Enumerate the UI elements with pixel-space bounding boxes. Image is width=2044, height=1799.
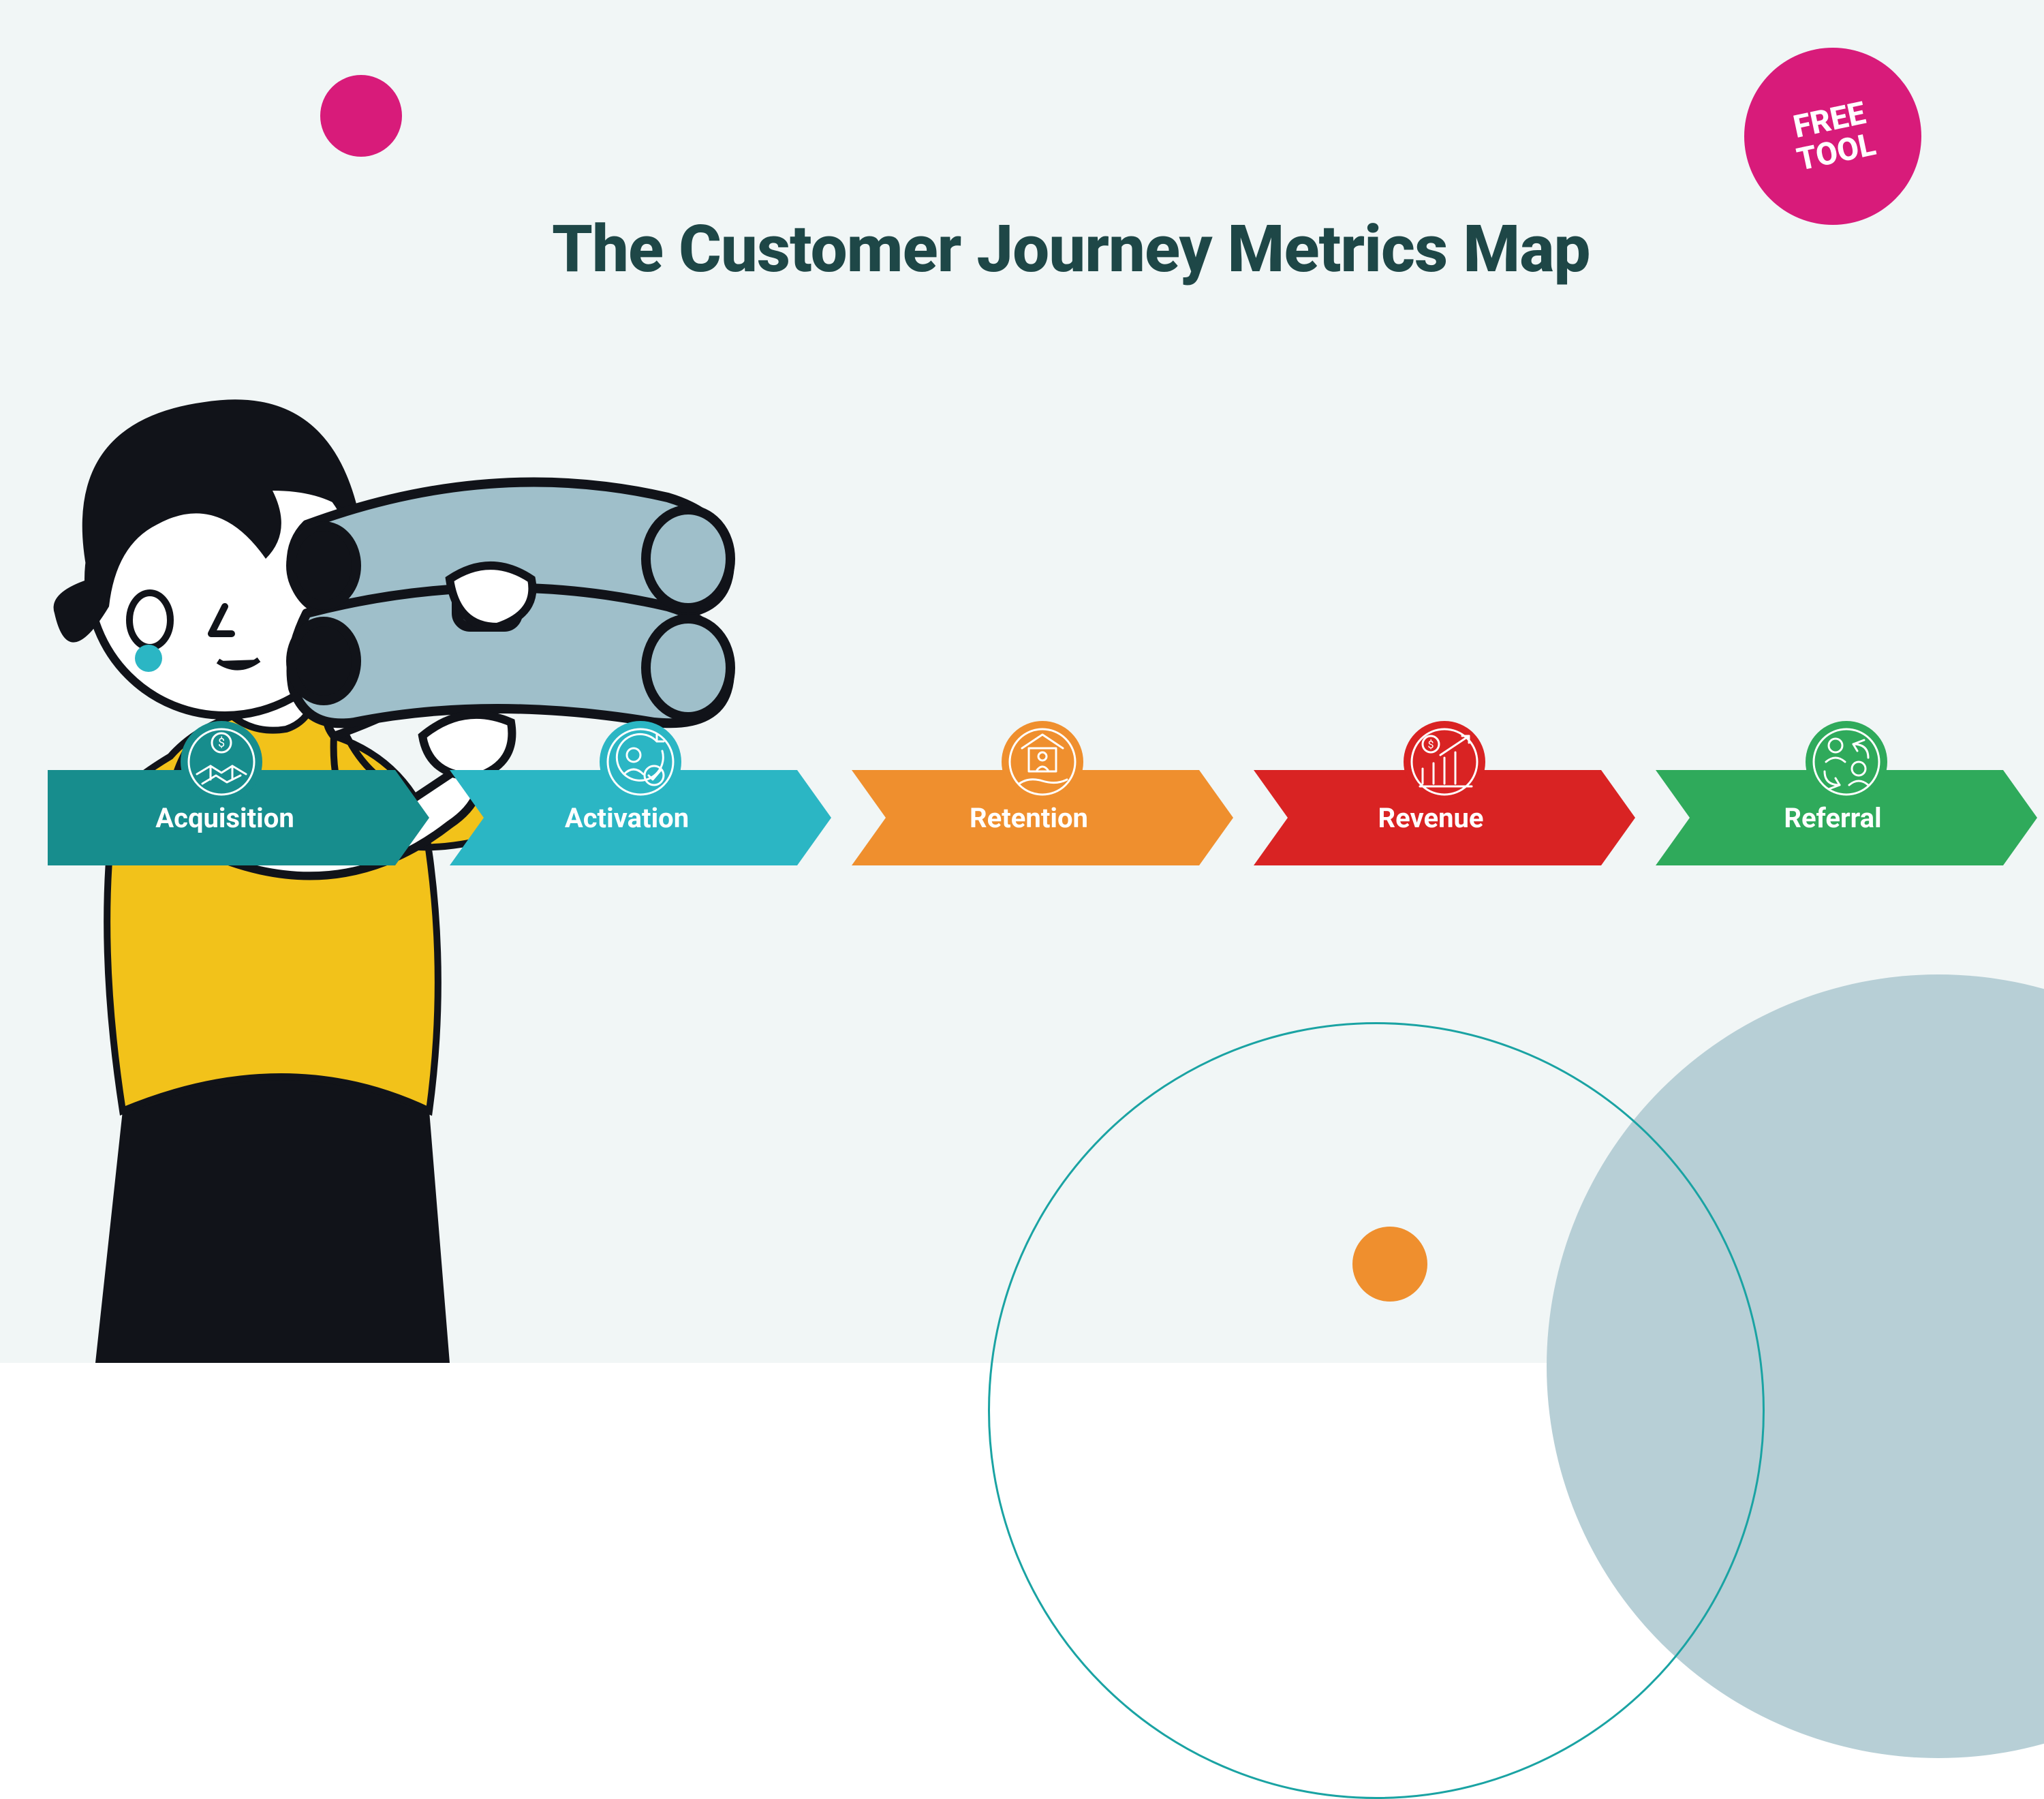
page-title: The Customer Journey Metrics Map [552, 211, 1590, 288]
decor-magenta-dot [320, 75, 402, 157]
acquisition-icon: $ [181, 721, 262, 803]
free-tool-badge: FREE TOOL [1744, 48, 1921, 225]
svg-text:$: $ [218, 736, 225, 750]
referral-icon [1806, 721, 1887, 803]
retention-icon [1002, 721, 1083, 803]
stage-retention: Retention [852, 770, 1233, 865]
stage-referral: Referral [1656, 770, 2037, 865]
activation-icon [600, 721, 681, 803]
stage-acquisition: Acquisition $ [48, 770, 429, 865]
svg-text:$: $ [1428, 738, 1434, 751]
stage-activation: Activation [450, 770, 831, 865]
decor-teal-ring [988, 1022, 1765, 1799]
decor-orange-dot [1352, 1227, 1427, 1302]
stage-revenue: Revenue $ [1254, 770, 1635, 865]
revenue-icon: $ [1404, 721, 1485, 803]
badge-text: FREE TOOL [1787, 96, 1878, 177]
infographic-canvas: FREE TOOL The Customer Journey Metrics M… [0, 0, 2044, 1363]
